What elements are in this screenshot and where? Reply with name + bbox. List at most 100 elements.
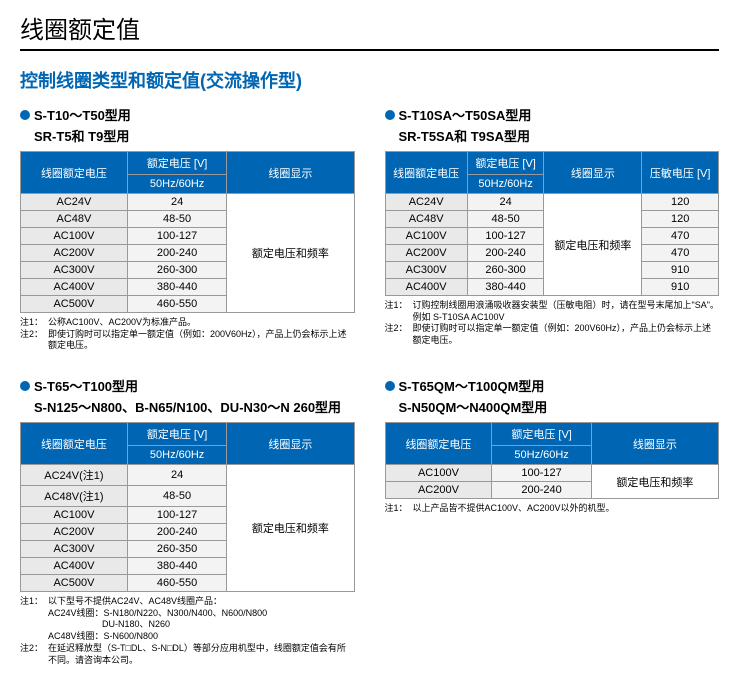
th-rated-v: 额定电压 [V]	[127, 152, 226, 175]
cell-voltage: AC300V	[21, 541, 128, 558]
block-subtitle: SR-T5和 T9型用	[34, 126, 355, 145]
notes-4: 注1：以上产品皆不提供AC100V、AC200V以外的机型。	[385, 503, 720, 515]
table-t65qm-t100qm: 线圈额定电压 额定电压 [V] 线圈显示 50Hz/60Hz AC100V100…	[385, 422, 720, 499]
section-title: 控制线圈类型和额定值(交流操作型)	[20, 67, 719, 93]
cell-range: 260-300	[467, 262, 544, 279]
cell-varistor: 120	[642, 211, 719, 228]
cell-voltage: AC200V	[385, 245, 467, 262]
note-key: 注2：	[20, 329, 48, 352]
note-line: AC48V线圈：S-N600/N800	[48, 631, 355, 643]
block-t65-t100: S-T65～T100型用 S-N125～N800、B-N65/N100、DU-N…	[20, 376, 355, 666]
notes-2: 注1：订购控制线圈用浪涌吸收器安装型（压敏电阻）时，请在型号末尾加上"SA"。例…	[385, 300, 720, 347]
cell-voltage: AC24V	[385, 194, 467, 211]
note-key: 注1：	[20, 596, 48, 608]
cell-range: 100-127	[492, 465, 591, 482]
th-coil-display: 线圈显示	[591, 423, 718, 465]
block-subtitle: S-N125～N800、B-N65/N100、DU-N30～N 260型用	[34, 397, 355, 416]
cell-range: 48-50	[467, 211, 544, 228]
cell-voltage: AC400V	[21, 558, 128, 575]
tbody-1: AC24V24额定电压和频率AC48V48-50AC100V100-127AC2…	[21, 194, 355, 313]
cell-voltage: AC200V	[21, 524, 128, 541]
block-t10-t50: S-T10～T50型用 SR-T5和 T9型用 线圈额定电压 额定电压 [V] …	[20, 105, 355, 352]
tbody-3: AC24V(注1)24额定电压和频率AC48V(注1)48-50AC100V10…	[21, 465, 355, 592]
cell-range: 100-127	[127, 507, 226, 524]
table-row: AC24V24额定电压和频率120	[385, 194, 719, 211]
note-line: 注2：即使订购时可以指定单一额定值（例如：200V60Hz），产品上仍会标示上述…	[20, 329, 355, 352]
note-text: 即使订购时可以指定单一额定值（例如：200V60Hz），产品上仍会标示上述额定电…	[413, 323, 720, 346]
th-coil-display: 线圈显示	[544, 152, 642, 194]
cell-range: 260-300	[127, 262, 226, 279]
th-coil-rated-v: 线圈额定电压	[385, 423, 492, 465]
cell-voltage: AC100V	[385, 228, 467, 245]
note-key: 注2：	[20, 643, 48, 666]
block-title: S-T65～T100型用	[20, 376, 355, 395]
note-line: 注2：在延迟释放型（S-T□DL、S-N□DL）等部分应用机型中，线圈额定值会有…	[20, 643, 355, 666]
th-coil-display: 线圈显示	[227, 152, 354, 194]
note-key: 注1：	[385, 300, 413, 312]
cell-voltage: AC100V	[385, 465, 492, 482]
cell-range: 100-127	[467, 228, 544, 245]
cell-range: 460-550	[127, 296, 226, 313]
cell-voltage: AC300V	[385, 262, 467, 279]
row-2: S-T65～T100型用 S-N125～N800、B-N65/N100、DU-N…	[20, 376, 719, 666]
cell-range: 48-50	[127, 211, 226, 228]
th-coil-rated-v: 线圈额定电压	[21, 423, 128, 465]
cell-voltage: AC500V	[21, 575, 128, 592]
table-t10-t50: 线圈额定电压 额定电压 [V] 线圈显示 50Hz/60Hz AC24V24额定…	[20, 151, 355, 313]
th-freq: 50Hz/60Hz	[127, 446, 226, 465]
cell-voltage: AC48V	[21, 211, 128, 228]
cell-voltage: AC24V(注1)	[21, 465, 128, 486]
cell-range: 24	[127, 465, 226, 486]
cell-voltage: AC200V	[385, 482, 492, 499]
note-line: 注1：公称AC100V、AC200V为标准产品。	[20, 317, 355, 329]
cell-range: 380-440	[127, 558, 226, 575]
row-1: S-T10～T50型用 SR-T5和 T9型用 线圈额定电压 额定电压 [V] …	[20, 105, 719, 352]
cell-range: 200-240	[127, 524, 226, 541]
note-text: 在延迟释放型（S-T□DL、S-N□DL）等部分应用机型中，线圈额定值会有所不同…	[48, 643, 355, 666]
note-line: 注2：即使订购时可以指定单一额定值（例如：200V60Hz），产品上仍会标示上述…	[385, 323, 720, 346]
bullet-icon	[20, 381, 30, 391]
table-t65-t100: 线圈额定电压 额定电压 [V] 线圈显示 50Hz/60Hz AC24V(注1)…	[20, 422, 355, 592]
note-text: 订购控制线圈用浪涌吸收器安装型（压敏电阻）时，请在型号末尾加上"SA"。	[413, 300, 719, 312]
note-text: 以下型号不提供AC24V、AC48V线圈产品：	[48, 596, 222, 608]
cell-varistor: 470	[642, 228, 719, 245]
cell-range: 24	[467, 194, 544, 211]
cell-varistor: 470	[642, 245, 719, 262]
block-subtitle: S-N50QM～N400QM型用	[399, 397, 720, 416]
cell-varistor: 120	[642, 194, 719, 211]
notes-1: 注1：公称AC100V、AC200V为标准产品。注2：即使订购时可以指定单一额定…	[20, 317, 355, 352]
note-line: 注1：订购控制线圈用浪涌吸收器安装型（压敏电阻）时，请在型号末尾加上"SA"。	[385, 300, 720, 312]
cell-range: 200-240	[467, 245, 544, 262]
block-t65qm-t100qm: S-T65QM～T100QM型用 S-N50QM～N400QM型用 线圈额定电压…	[385, 376, 720, 666]
cell-voltage: AC200V	[21, 245, 128, 262]
note-line: 注1：以下型号不提供AC24V、AC48V线圈产品：	[20, 596, 355, 608]
cell-range: 460-550	[127, 575, 226, 592]
cell-voltage: AC300V	[21, 262, 128, 279]
cell-range: 24	[127, 194, 226, 211]
block-title-text: S-T65QM～T100QM型用	[399, 376, 545, 395]
table-row: AC100V100-127额定电压和频率	[385, 465, 719, 482]
note-key: 注1：	[385, 503, 413, 515]
bullet-icon	[385, 381, 395, 391]
note-line: AC24V线圈：S-N180/N220、N300/N400、N600/N800	[48, 608, 355, 620]
cell-varistor: 910	[642, 279, 719, 296]
cell-voltage: AC400V	[385, 279, 467, 296]
cell-voltage: AC48V	[385, 211, 467, 228]
tbody-2: AC24V24额定电压和频率120AC48V48-50 120 AC100V100-…	[385, 194, 719, 296]
th-rated-v: 额定电压 [V]	[492, 423, 591, 446]
cell-voltage: AC400V	[21, 279, 128, 296]
block-title-text: S-T65～T100型用	[34, 376, 138, 395]
note-key: 注2：	[385, 323, 413, 346]
table-row: AC24V(注1)24额定电压和频率	[21, 465, 355, 486]
cell-voltage: AC100V	[21, 507, 128, 524]
cell-display: 额定电压和频率	[227, 465, 354, 592]
cell-range: 200-240	[492, 482, 591, 499]
note-line: 例如 S-T10SA AC100V	[413, 312, 720, 324]
cell-voltage: AC48V(注1)	[21, 486, 128, 507]
block-title-text: S-T10SA～T50SA型用	[399, 105, 532, 124]
note-text: 以上产品皆不提供AC100V、AC200V以外的机型。	[413, 503, 615, 515]
note-line: 注1：以上产品皆不提供AC100V、AC200V以外的机型。	[385, 503, 720, 515]
block-title: S-T10SA～T50SA型用	[385, 105, 720, 124]
block-title: S-T10～T50型用	[20, 105, 355, 124]
cell-voltage: AC24V	[21, 194, 128, 211]
